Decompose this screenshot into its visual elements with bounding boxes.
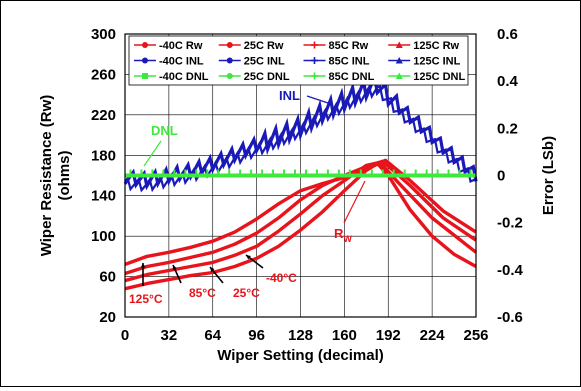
temperature-arrowhead: [246, 255, 251, 260]
rw-line: [124, 160, 478, 283]
y-tick-label: 140: [91, 188, 116, 205]
x-tick-label: 0: [121, 327, 129, 344]
annotation-25c: 25°C: [233, 286, 260, 300]
legend-entry: 125C INL: [388, 56, 461, 68]
y-tick-label: 180: [91, 147, 116, 164]
y2-axis-label: Error (LSb): [540, 136, 557, 215]
series--40c-rw: [124, 161, 477, 291]
x-tick-label: 32: [161, 327, 178, 344]
x-tick-label: 96: [248, 327, 265, 344]
x-tick-label: 224: [420, 327, 446, 344]
legend-label: 25C DNL: [244, 71, 290, 83]
legend-marker: [226, 73, 233, 79]
legend-entry: -40C Rw: [134, 40, 203, 52]
legend-entry: 125C Rw: [388, 40, 460, 52]
legend-label: 85C Rw: [329, 40, 369, 52]
legend-entry: 25C DNL: [218, 71, 290, 83]
x-tick-label: 192: [376, 327, 401, 344]
x-tick-label: 128: [288, 327, 313, 344]
series-25c-rw: [124, 160, 478, 283]
annotations: INL DNL RW 125°C 85°C 25°C -40°C: [129, 88, 366, 306]
legend-entry: 25C INL: [218, 56, 285, 68]
legend-marker: [395, 41, 403, 48]
legend-marker: [142, 73, 148, 79]
annotation-inl-arrow: [306, 95, 332, 105]
y2-tick-label: 0: [497, 168, 505, 185]
legend-marker: [226, 42, 233, 48]
y-tick-label: 220: [91, 107, 116, 124]
y2-tick-label: -0.2: [497, 215, 523, 232]
legend-entry: 85C DNL: [303, 71, 375, 83]
series-dnl: [125, 169, 476, 178]
legend-label: 125C Rw: [413, 40, 459, 52]
legend-label: -40C DNL: [159, 71, 209, 83]
annotation-rw: RW: [334, 226, 352, 244]
x-tick-label: 256: [463, 327, 488, 344]
temperature-arrowhead: [172, 265, 177, 270]
y-tick-label: 300: [91, 26, 116, 43]
legend-label: 25C INL: [244, 56, 285, 68]
y-tick-label: 60: [99, 269, 116, 286]
tick-labels: 0 32 64 96 128 160 192 224 256 20 60 100 140 180 220 26…: [91, 26, 524, 344]
annotation-rw-subscript: W: [343, 234, 352, 244]
annotation-inl: INL: [279, 88, 300, 103]
legend-entry: -40C DNL: [134, 71, 209, 83]
rw-line: [124, 161, 477, 291]
y2-tick-label: 0.6: [497, 26, 518, 43]
annotation-dnl-arrow: [143, 140, 162, 167]
legend-entry: 85C INL: [303, 56, 370, 68]
axes: [124, 33, 477, 318]
legend: -40C Rw 25C Rw 85C Rw 125C Rw -40C INL 25C IN…: [128, 35, 469, 86]
plot-area-border: [124, 33, 477, 318]
legend-marker: [226, 57, 233, 64]
x-tick-label: 160: [332, 327, 357, 344]
y-tick-label: 100: [91, 228, 116, 245]
annotation-minus40c: -40°C: [266, 271, 297, 285]
y-tick-label: 20: [99, 309, 116, 326]
x-axis-label: Wiper Setting (decimal): [217, 347, 384, 364]
legend-box: [128, 35, 469, 86]
legend-label: 85C INL: [329, 56, 370, 68]
legend-label: 85C DNL: [329, 71, 375, 83]
annotation-125c: 125°C: [129, 292, 163, 306]
y2-tick-label: -0.6: [497, 309, 523, 326]
legend-label: 125C DNL: [413, 71, 465, 83]
series-85c-rw: [124, 159, 477, 276]
y2-tick-label: -0.4: [497, 262, 524, 279]
legend-label: 125C INL: [413, 56, 460, 68]
y-axis-label-line1: Wiper Resistance (Rw): [38, 95, 55, 257]
annotation-dnl: DNL: [151, 123, 178, 138]
legend-marker: [142, 57, 148, 64]
rw-line: [124, 159, 477, 276]
legend-entry: 25C Rw: [218, 40, 284, 52]
legend-label: 25C Rw: [244, 40, 284, 52]
legend-marker: [142, 42, 148, 48]
temperature-arrows: [140, 254, 264, 286]
temperature-arrowhead: [140, 263, 146, 268]
legend-entry: 125C DNL: [388, 71, 465, 83]
annotation-85c: 85°C: [189, 286, 216, 300]
y2-tick-label: 0.4: [497, 73, 519, 90]
temperature-arrowhead: [210, 267, 215, 272]
legend-label: -40C INL: [159, 56, 204, 68]
annotation-rw-arrow: [343, 180, 366, 224]
rw-line: [124, 158, 477, 266]
legend-marker: [395, 72, 403, 79]
y2-tick-label: 0.2: [497, 120, 518, 137]
x-tick-label: 64: [204, 327, 221, 344]
legend-entry: -40C INL: [134, 56, 204, 68]
series-125c-rw: [124, 158, 477, 266]
y-axis-label-line2: (ohms): [56, 151, 73, 201]
series-layer: [123, 70, 478, 291]
legend-entry: 85C Rw: [303, 40, 369, 52]
y-tick-label: 260: [91, 66, 116, 83]
legend-marker: [395, 57, 403, 64]
legend-label: -40C Rw: [159, 40, 203, 52]
